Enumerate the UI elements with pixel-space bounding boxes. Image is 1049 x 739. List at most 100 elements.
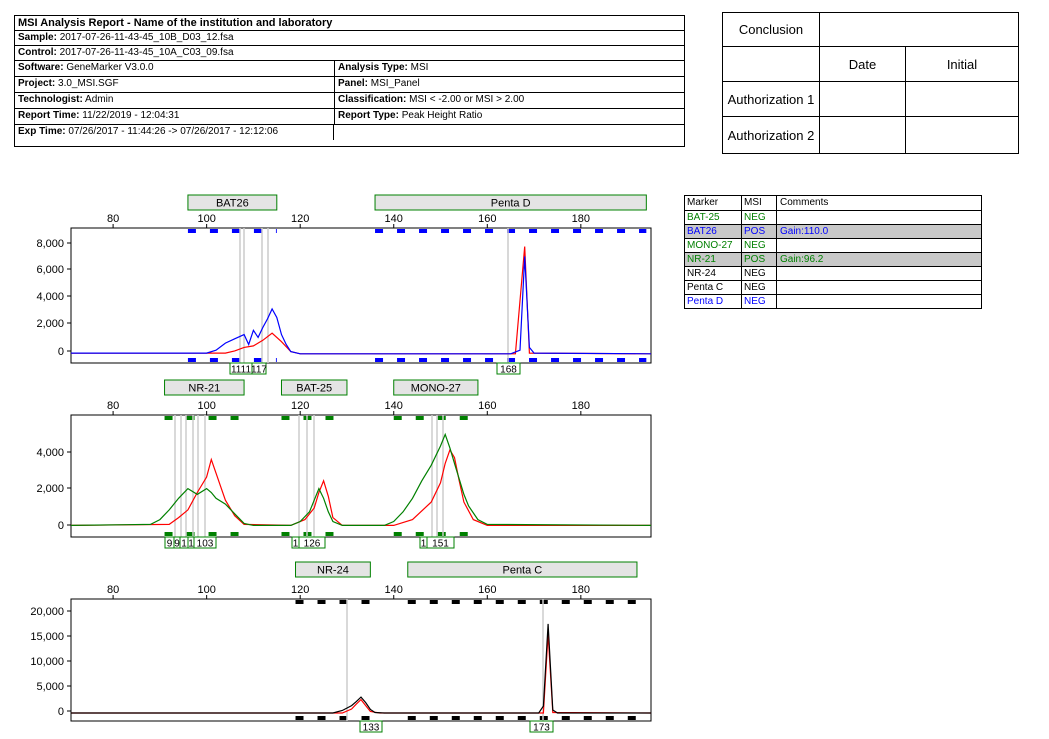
sample-value: 2017-07-26-11-43-45_10B_D03_12.fsa	[59, 32, 234, 43]
peak-label: 117	[251, 365, 267, 376]
msi-table-row: BAT26 POS Gain:110.0	[685, 224, 981, 238]
peak-label: 1	[188, 539, 194, 550]
project-value: 3.0_MSI.SGF	[58, 78, 119, 89]
header-blank-cell	[723, 47, 820, 82]
msi-table-header: Marker MSI Comments	[685, 196, 981, 210]
control-trace	[71, 633, 652, 714]
peak-label-box	[193, 536, 217, 549]
x-tick-label: 120	[291, 584, 309, 596]
comment-cell	[777, 281, 981, 294]
marker-cell: NR-21	[685, 253, 742, 266]
technologist-value: Admin	[85, 94, 114, 105]
msi-cell: NEG	[742, 295, 777, 308]
marker-pill-label: NR-24	[317, 565, 349, 577]
conclusion-value-cell[interactable]	[820, 13, 1018, 47]
report-type-value: Peak Height Ratio	[401, 110, 483, 121]
peak-label-box	[173, 536, 181, 549]
peak-label-box	[496, 362, 521, 375]
msi-cell: POS	[742, 253, 777, 266]
comment-cell: Gain:110.0	[780, 226, 829, 237]
report-title: MSI Analysis Report - Name of the instit…	[18, 17, 333, 29]
peak-label: 1111	[231, 365, 251, 376]
marker-pill-label: BAT26	[216, 198, 249, 210]
marker-cell: BAT26	[685, 225, 742, 238]
plot-frame	[70, 227, 652, 364]
comment-cell	[777, 295, 981, 308]
authorization-2-cell: Authorization 2	[723, 117, 820, 153]
peak-label-box	[229, 362, 253, 375]
conclusion-label: Conclusion	[738, 22, 804, 37]
peak-label: 133	[363, 723, 380, 734]
control-label: Control:	[18, 47, 57, 58]
marker-cell: BAT-25	[685, 211, 742, 224]
comment-cell: Gain:96.2	[780, 254, 824, 265]
peak-label-box	[164, 536, 175, 549]
marker-pill-label: MONO-27	[411, 383, 461, 395]
software-value: GeneMarker V3.0.0	[66, 62, 154, 73]
x-tick-label: 140	[385, 213, 403, 225]
authorization-1-date[interactable]	[820, 82, 906, 117]
report-title-row: MSI Analysis Report - Name of the instit…	[15, 16, 684, 30]
marker-pill	[407, 561, 638, 578]
msi-table-row: MONO-27 NEG	[685, 238, 981, 252]
report-time-value: 11/22/2019 - 12:04:31	[82, 110, 180, 121]
peak-label: 1	[181, 539, 187, 550]
marker-pill-label: BAT-25	[296, 383, 332, 395]
chart-panel-1: BAT26 Penta D 80 100 120 140 160 180 0 2,000 4,000…	[36, 194, 652, 376]
y-tick-label: 10,000	[30, 656, 64, 668]
exp-time-value: 07/26/2017 - 11:44:26 -> 07/26/2017 - 12…	[68, 126, 279, 137]
marker-pill	[164, 379, 245, 396]
authorization-1-initial[interactable]	[906, 82, 1018, 117]
initial-header-cell: Initial	[906, 47, 1018, 82]
x-tick-label: 100	[197, 400, 215, 412]
y-tick-label: 5,000	[36, 681, 64, 693]
comment-cell	[777, 211, 981, 224]
authorization-2-label: Authorization 2	[727, 127, 815, 143]
analysis-type-value: MSI	[410, 62, 429, 73]
sample-row: Sample: 2017-07-26-11-43-45_10B_D03_12.f…	[15, 30, 684, 45]
peak-label-box	[298, 536, 326, 549]
report-info-table: MSI Analysis Report - Name of the instit…	[14, 15, 685, 147]
marker-pill	[280, 379, 348, 396]
comments-header: Comments	[780, 197, 829, 208]
marker-cell: Penta D	[685, 295, 742, 308]
report-time-row: Report Time: 11/22/2019 - 12:04:31 Repor…	[15, 108, 684, 124]
msi-table-row: Penta D NEG	[685, 294, 981, 308]
msi-table-row: Penta C NEG	[685, 280, 981, 294]
peak-label: 173	[533, 723, 550, 734]
x-tick-label: 100	[197, 584, 215, 596]
msi-table-row: BAT-25 NEG	[685, 210, 981, 224]
panel-label: Panel:	[338, 78, 369, 89]
authorization-2-initial[interactable]	[906, 117, 1018, 153]
exp-time-row: Exp Time: 07/26/2017 - 11:44:26 -> 07/26…	[15, 124, 684, 140]
exp-time-label: Exp Time:	[18, 126, 66, 137]
peak-label: 1	[421, 539, 427, 550]
conclusion-table: Conclusion Date Initial Authorization 1 …	[722, 12, 1019, 154]
software-label: Software:	[18, 62, 64, 73]
control-row: Control: 2017-07-26-11-43-45_10A_C03_09.…	[15, 45, 684, 60]
peak-label: 9	[174, 539, 180, 550]
sample-trace	[70, 432, 652, 526]
x-tick-label: 80	[107, 584, 119, 596]
report-time-label: Report Time:	[18, 110, 80, 121]
comment-cell	[777, 267, 981, 280]
peak-label-box	[179, 536, 189, 549]
control-trace	[70, 448, 651, 527]
y-tick-label: 0	[58, 520, 64, 532]
sample-label: Sample:	[18, 32, 57, 43]
x-tick-label: 160	[478, 400, 496, 412]
y-tick-label: 0	[58, 346, 64, 358]
peak-label: 9	[167, 539, 173, 550]
conclusion-label-cell: Conclusion	[723, 13, 820, 47]
msi-table-row: NR-24 NEG	[685, 266, 981, 280]
analysis-type-label: Analysis Type:	[338, 62, 408, 73]
msi-cell: POS	[742, 225, 777, 238]
classification-value: MSI < -2.00 or MSI > 2.00	[409, 94, 525, 105]
marker-cell: MONO-27	[685, 239, 742, 252]
marker-pill	[393, 379, 479, 396]
peak-label-box	[359, 720, 383, 733]
authorization-2-date[interactable]	[820, 117, 906, 153]
date-label: Date	[848, 56, 877, 72]
marker-pill-label: Penta D	[491, 198, 531, 210]
msi-cell: NEG	[742, 281, 777, 294]
